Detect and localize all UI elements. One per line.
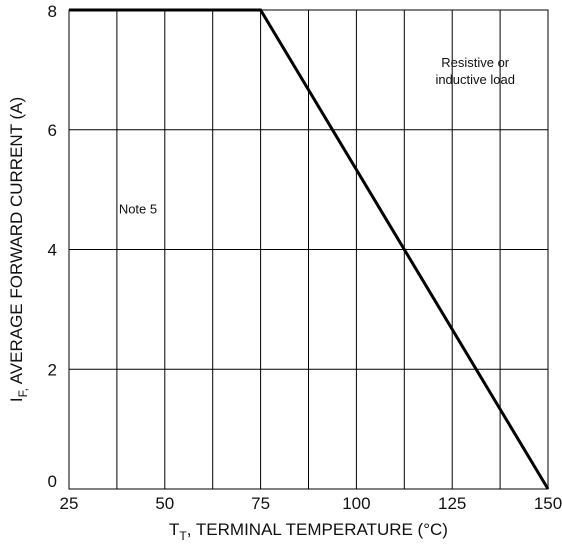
y-axis-label-main: I xyxy=(7,397,26,402)
x-tick-label: 150 xyxy=(534,494,562,513)
y-axis-label: IF, AVERAGE FORWARD CURRENT (A) xyxy=(7,97,30,402)
y-tick-label: 0 xyxy=(48,472,57,491)
annotation-text: Resistive or inductive load xyxy=(435,55,515,87)
x-tick-labels: 25 50 75 100 125 150 xyxy=(60,494,562,513)
x-axis-label-sub: T xyxy=(179,529,187,543)
x-tick-label: 125 xyxy=(438,494,466,513)
y-tick-label: 8 xyxy=(48,2,57,21)
y-axis-label-sub: F, xyxy=(16,388,30,397)
x-tick-label: 25 xyxy=(60,494,79,513)
series-group xyxy=(69,8,550,490)
y-tick-labels: 0 2 4 6 8 xyxy=(48,2,57,491)
annotations: Resistive or inductive load Note 5 xyxy=(119,55,515,217)
y-axis-label-rest: AVERAGE FORWARD CURRENT (A) xyxy=(7,97,26,388)
series-line-1 xyxy=(69,8,550,490)
x-tick-label: 100 xyxy=(342,494,370,513)
annotation-text: Note 5 xyxy=(119,202,157,217)
y-tick-label: 4 xyxy=(48,241,57,260)
y-tick-label: 2 xyxy=(48,360,57,379)
x-axis-label-main: T xyxy=(169,520,179,539)
x-tick-label: 50 xyxy=(155,494,174,513)
plot-frame xyxy=(68,9,549,490)
y-tick-label: 6 xyxy=(48,121,57,140)
x-axis-label: TT, TERMINAL TEMPERATURE (°C) xyxy=(169,520,448,543)
x-axis-label-rest: , TERMINAL TEMPERATURE (°C) xyxy=(187,520,448,539)
x-tick-label: 75 xyxy=(251,494,270,513)
